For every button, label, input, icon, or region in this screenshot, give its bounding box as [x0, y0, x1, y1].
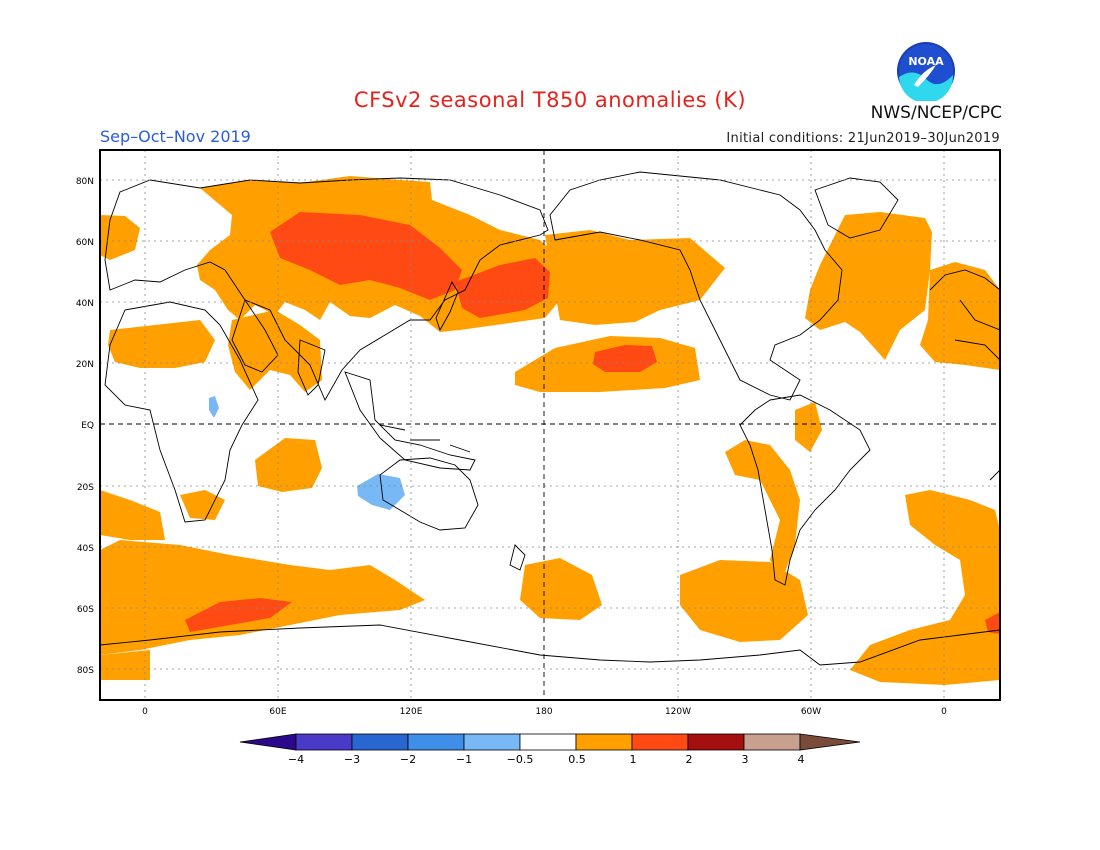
southern-ocean-fringe-warm-area	[100, 650, 150, 680]
logo-text: NOAA	[908, 55, 944, 68]
hawaii-red-area	[593, 345, 657, 372]
colorbar: −4 −3 −2 −1 −0.5 0.5 1 2 3 4	[239, 733, 861, 766]
southern-ocean-indian-warm-area	[100, 540, 425, 655]
north-pacific-warm-area	[545, 230, 725, 325]
south-atlantic-red-edge-area	[985, 612, 1000, 634]
colorbar-label: −3	[344, 753, 360, 766]
colorbar-bin	[687, 733, 745, 751]
colorbar-high-extend	[799, 733, 861, 751]
east-indian-ocean-cool-area	[357, 474, 405, 510]
colorbar-label: 1	[630, 753, 637, 766]
colorbar-label: −0.5	[507, 753, 534, 766]
south-pacific-warm-area	[520, 558, 602, 620]
colorbar-label: −1	[456, 753, 472, 766]
lon-label: 120E	[400, 707, 423, 717]
map-title: CFSv2 seasonal T850 anomalies (K)	[353, 88, 747, 112]
colorbar-bins	[295, 733, 801, 751]
colorbar-bin	[743, 733, 801, 751]
colorbar-low-extend	[239, 733, 297, 751]
lat-label: 40N	[76, 299, 94, 309]
lat-label: 20S	[77, 483, 94, 493]
africa-coastline	[104, 301, 259, 523]
anomaly-blue-areas	[209, 396, 405, 510]
colorbar-bin	[519, 733, 577, 751]
equator-dateline	[100, 150, 1000, 700]
colorbar-label: 4	[798, 753, 805, 766]
colorbar-bin	[295, 733, 353, 751]
lon-label: 60E	[269, 707, 286, 717]
southern-ocean-red-area	[185, 598, 292, 632]
west-indian-ocean-warm-area	[255, 438, 322, 492]
anomaly-orange-areas	[100, 176, 1000, 685]
antarctica-coastline	[100, 624, 1000, 666]
europe-west-coastline	[929, 269, 1000, 331]
south-africa-warm-area	[180, 490, 225, 520]
lat-label: 20N	[76, 360, 94, 370]
arabia-india-warm-area	[228, 310, 322, 392]
colorbar-label: 2	[686, 753, 693, 766]
arabia-coastline	[231, 298, 279, 373]
graticule	[100, 150, 1000, 700]
map-frame	[99, 149, 1001, 701]
lat-label: 60S	[77, 605, 94, 615]
initial-conditions-label: Initial conditions: 21Jun2019–30Jun2019	[726, 131, 1000, 146]
australia-coastline	[379, 457, 479, 531]
anomaly-fields	[100, 176, 1000, 685]
lat-label: 80N	[76, 177, 94, 187]
north-america-atlantic-warm-area	[805, 212, 932, 360]
colorbar-label: −4	[288, 753, 304, 766]
lon-label: 0	[142, 707, 148, 717]
southeast-asia-coastline	[344, 371, 476, 471]
colorbar-bin	[351, 733, 409, 751]
season-label: Sep–Oct–Nov 2019	[100, 127, 251, 146]
india-coastline	[297, 339, 326, 396]
colorbar-bin	[575, 733, 633, 751]
north-atlantic-warm-area	[100, 215, 140, 260]
new-zealand-coastline	[509, 544, 526, 571]
lon-label: 120W	[665, 707, 691, 717]
colorbar-bin	[631, 733, 689, 751]
lat-label: EQ	[81, 421, 94, 431]
colorbar-label: −2	[400, 753, 416, 766]
colorbar-bin	[407, 733, 465, 751]
northeast-brazil-warm-area	[795, 402, 822, 452]
lon-label: 180	[535, 707, 552, 717]
lat-label: 80S	[77, 666, 94, 676]
anomaly-red-areas	[185, 212, 1000, 634]
lon-label: 0	[941, 707, 947, 717]
south-america-warm-area	[725, 440, 800, 580]
indonesia-coastline	[379, 424, 471, 453]
agency-label: NWS/NCEP/CPC	[870, 103, 1002, 123]
lat-label: 60N	[76, 238, 94, 248]
colorbar-label: 3	[742, 753, 749, 766]
africa-east-edge-coastline	[954, 339, 1000, 481]
south-america-coastline	[739, 394, 871, 586]
south-atlantic-warm-area	[100, 490, 165, 540]
siberia-red-area	[270, 212, 462, 300]
colorbar-bin	[463, 733, 521, 751]
west-europe-warm-area	[920, 262, 1000, 370]
noaa-logo-icon: NOAA	[897, 42, 955, 101]
lat-label: 40S	[77, 544, 94, 554]
europe-asia-coastline	[104, 177, 549, 402]
north-pacific-red-area	[455, 258, 550, 318]
coastlines	[100, 171, 1000, 666]
lon-label: 60W	[801, 707, 821, 717]
north-america-coastline	[549, 171, 843, 401]
east-africa-cool-area	[209, 396, 219, 418]
greenland-coastline	[814, 177, 899, 239]
southern-ocean-atlantic-warm-area	[850, 490, 1000, 685]
japan-coastline	[435, 281, 459, 332]
colorbar-label: 0.5	[568, 753, 586, 766]
africa-north-warm-area	[108, 320, 215, 368]
